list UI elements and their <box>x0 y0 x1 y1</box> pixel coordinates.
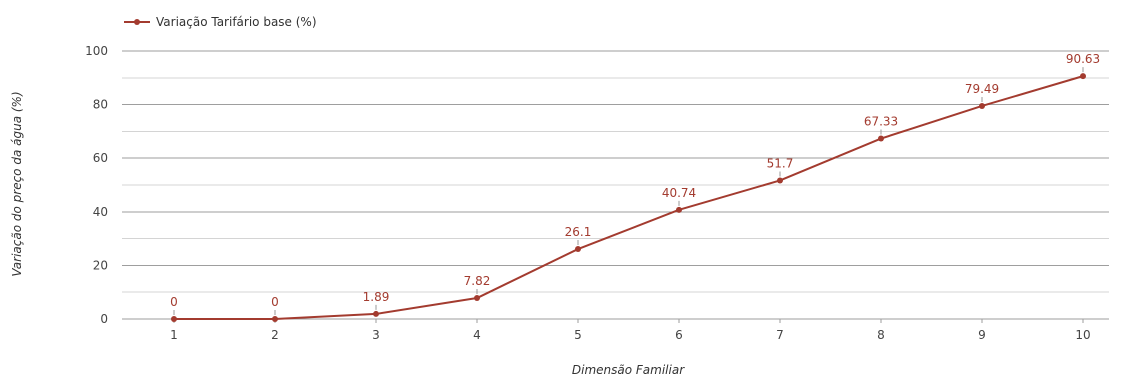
axes: 0 20 40 60 80 100 1 2 3 4 5 6 7 8 9 10 <box>85 44 1091 342</box>
data-label: 79.49 <box>965 82 999 96</box>
legend: Variação Tarifário base (%) <box>124 15 317 29</box>
x-tick-label: 1 <box>170 328 178 342</box>
data-label: 0 <box>170 295 178 309</box>
data-point <box>272 316 278 322</box>
data-label: 26.1 <box>565 225 592 239</box>
data-label: 1.89 <box>363 290 390 304</box>
data-point <box>979 102 985 109</box>
y-axis-title: Variação do preço da água (%) <box>10 91 24 276</box>
data-label: 51.7 <box>767 156 794 170</box>
data-point <box>1080 73 1086 80</box>
x-tick-label: 9 <box>978 328 986 342</box>
x-tick-label: 7 <box>776 328 784 342</box>
y-tick-label: 80 <box>93 98 108 112</box>
data-point <box>676 206 682 213</box>
x-tick-label: 3 <box>372 328 380 342</box>
data-point <box>878 135 884 142</box>
series-group <box>171 73 1086 322</box>
data-point <box>171 316 177 322</box>
legend-label: Variação Tarifário base (%) <box>156 15 317 29</box>
series-line <box>174 75 1084 320</box>
y-tick-label: 40 <box>93 205 108 219</box>
x-tick-label: 5 <box>574 328 582 342</box>
data-label: 67.33 <box>864 115 898 129</box>
data-point <box>474 295 480 302</box>
grid-lines <box>122 50 1109 320</box>
x-tick-label: 2 <box>271 328 279 342</box>
data-labels: 0 0 1.89 7.82 26.1 40.74 51.7 67.33 79.49 90.63 <box>170 52 1100 315</box>
data-point <box>575 246 581 253</box>
data-point <box>777 177 783 184</box>
y-tick-label: 100 <box>85 44 108 58</box>
data-label: 40.74 <box>662 186 696 200</box>
data-point <box>373 310 379 317</box>
x-tick-label: 10 <box>1075 328 1090 342</box>
x-tick-label: 4 <box>473 328 481 342</box>
y-tick-label: 60 <box>93 151 108 165</box>
x-tick-label: 8 <box>877 328 885 342</box>
x-axis-title: Dimensão Familiar <box>572 363 685 377</box>
data-label: 0 <box>271 295 279 309</box>
data-label: 7.82 <box>464 274 491 288</box>
data-label: 90.63 <box>1066 52 1100 66</box>
y-tick-label: 0 <box>100 312 108 326</box>
legend-dot-marker <box>134 19 140 25</box>
x-tick-label: 6 <box>675 328 683 342</box>
y-tick-label: 20 <box>93 258 108 272</box>
